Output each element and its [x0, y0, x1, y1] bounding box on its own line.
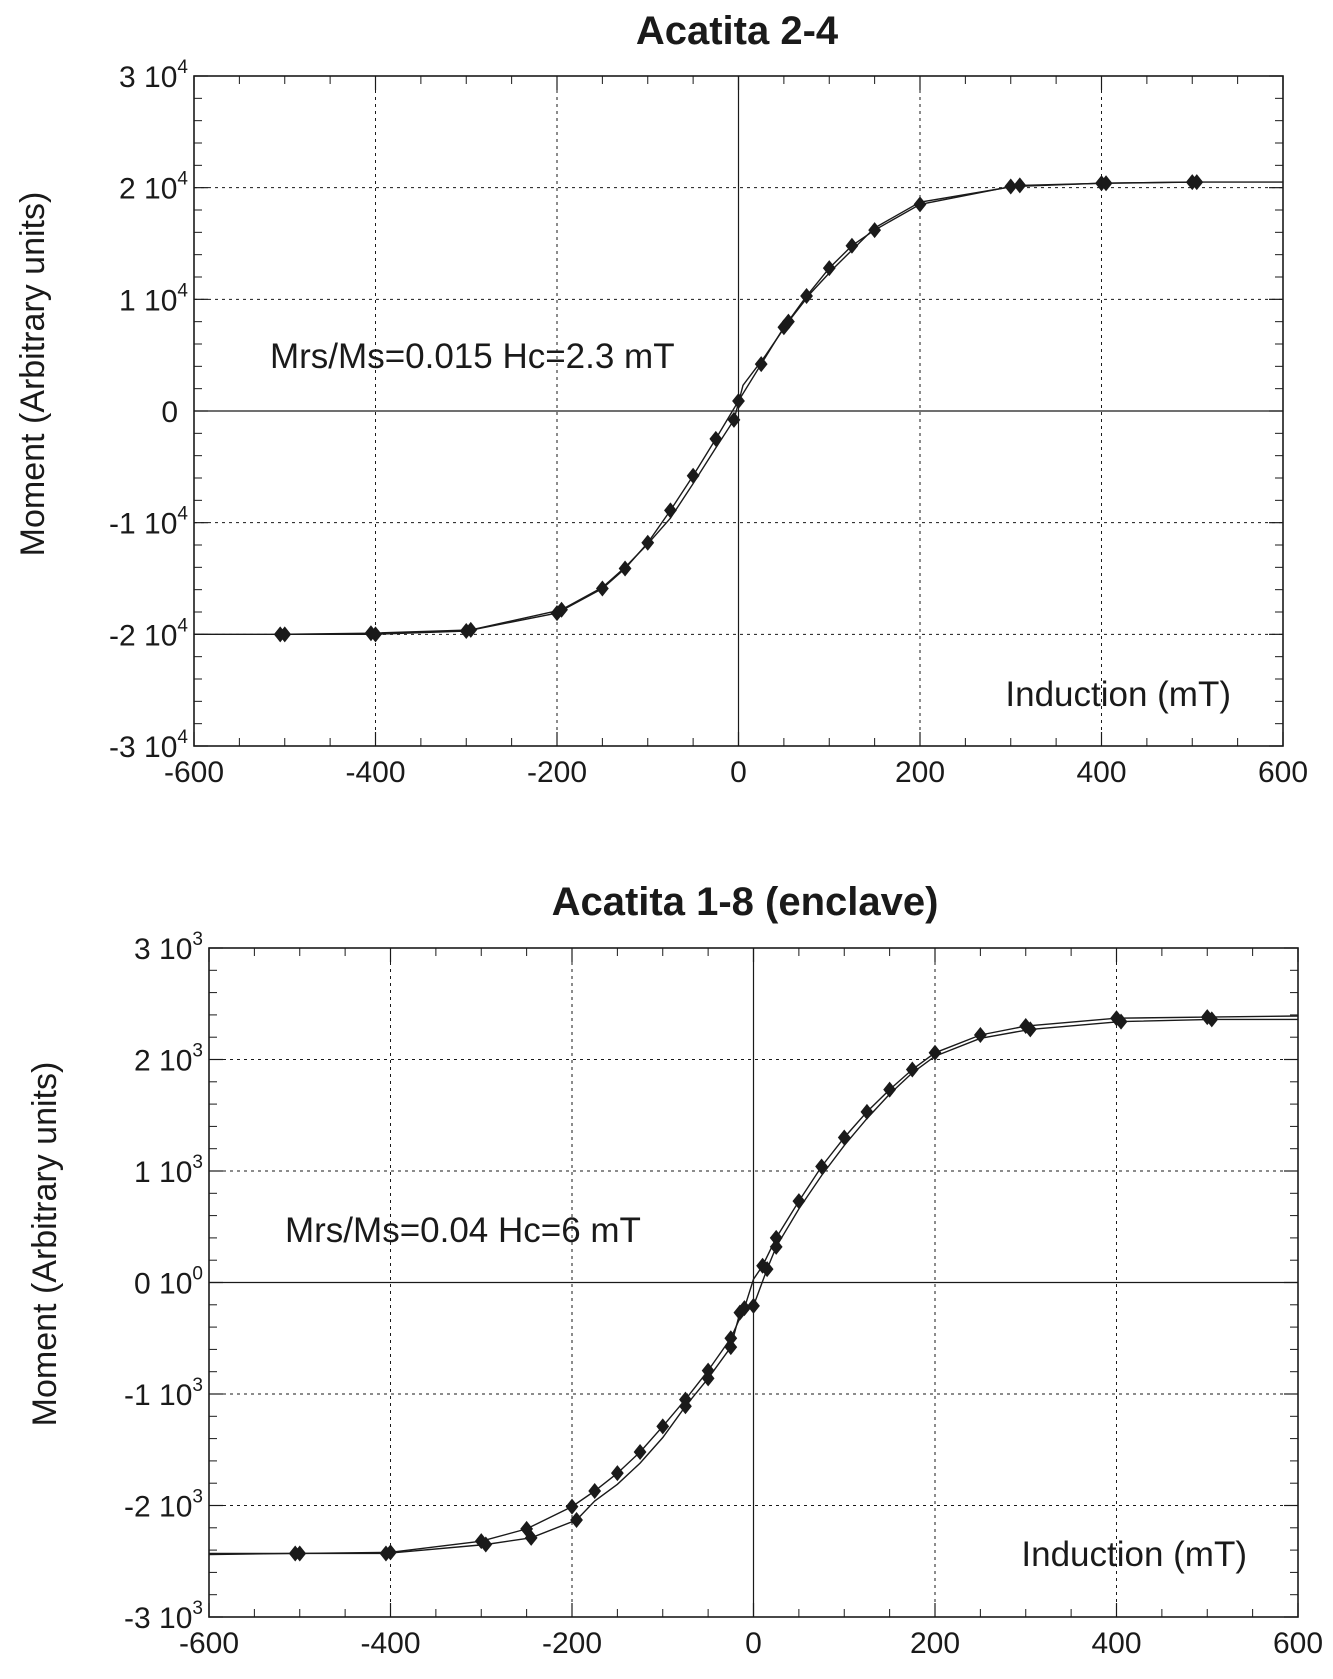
data-point-marker	[845, 237, 859, 254]
y-tick-label: 3 103	[134, 929, 203, 966]
y-axis-label: Moment (Arbitrary units)	[26, 1062, 64, 1427]
y-tick-label: 2 103	[134, 1041, 203, 1078]
y-tick-label: 2 104	[119, 169, 188, 206]
x-tick-label: -600	[179, 1627, 239, 1660]
data-point-marker	[733, 1304, 747, 1321]
data-point-marker	[709, 430, 723, 447]
y-tick-label: 0 100	[134, 1264, 203, 1301]
chart-title: Acatita 1-8 (enclave)	[552, 880, 939, 924]
data-point-marker	[288, 1545, 302, 1562]
data-point-marker	[1114, 1013, 1128, 1030]
data-point-marker	[555, 601, 568, 618]
hysteresis-parameters-annotation: Mrs/Ms=0.015 Hc=2.3 mT	[270, 337, 675, 376]
x-tick-label: 400	[1076, 756, 1126, 789]
data-point-marker	[679, 1398, 692, 1415]
x-tick-label: 200	[910, 1627, 960, 1660]
y-tick-label: -3 103	[124, 1598, 203, 1635]
x-tick-label: 200	[895, 756, 945, 789]
data-point-marker	[1023, 1021, 1037, 1038]
x-axis-label: Induction (mT)	[1021, 1535, 1247, 1574]
hysteresis-parameters-annotation: Mrs/Ms=0.04 Hc=6 mT	[285, 1211, 641, 1250]
y-tick-label: -2 103	[124, 1487, 203, 1524]
data-point-marker	[664, 502, 677, 519]
x-tick-label: 0	[730, 756, 747, 789]
data-point-marker	[565, 1498, 579, 1515]
x-tick-label: 600	[1273, 1627, 1323, 1660]
grid	[209, 948, 1298, 1617]
x-axis-label: Induction (mT)	[1005, 675, 1231, 714]
series-line	[194, 181, 1283, 635]
chart-title: Acatita 2-4	[636, 9, 839, 53]
data-point-marker	[822, 260, 836, 277]
x-tick-label: 0	[745, 1627, 762, 1660]
data-point-marker	[701, 1370, 715, 1387]
x-tick-label: -400	[360, 1627, 420, 1660]
y-tick-label: 1 104	[119, 280, 188, 317]
data-point-marker	[747, 1297, 760, 1314]
data-point-marker	[570, 1511, 583, 1528]
y-tick-label: 3 104	[119, 57, 188, 94]
data-point-marker	[1099, 175, 1113, 192]
y-tick-label: 0	[161, 396, 178, 429]
series-ascending-branch	[208, 1011, 1298, 1562]
data-point-marker	[913, 196, 927, 213]
acatita-1-8-enclave-chart: Acatita 1-8 (enclave) Moment (Arbitrary …	[26, 880, 1323, 1660]
data-point-marker	[588, 1483, 602, 1500]
data-point-marker	[1013, 177, 1027, 194]
series-line	[209, 1015, 1299, 1555]
data-point-marker	[769, 1238, 783, 1255]
data-point-marker	[474, 1533, 488, 1550]
data-point-marker	[479, 1536, 493, 1553]
data-point-marker	[760, 1261, 774, 1278]
data-point-marker	[273, 626, 287, 643]
data-point-marker	[1205, 1011, 1219, 1028]
data-point-marker	[1190, 174, 1204, 191]
series-ascending-branch	[194, 174, 1283, 643]
y-tick-label: -3 104	[109, 727, 188, 764]
x-tick-label: 400	[1091, 1627, 1141, 1660]
x-tick-label: -200	[527, 756, 587, 789]
data-point-marker	[379, 1545, 393, 1562]
data-point-marker	[905, 1061, 919, 1078]
data-point-marker	[364, 625, 378, 642]
data-point-marker	[633, 1443, 647, 1460]
data-point-marker	[754, 356, 768, 373]
x-tick-label: 600	[1258, 756, 1308, 789]
x-tick-label: -200	[542, 1627, 602, 1660]
x-tick-label: -400	[345, 756, 405, 789]
acatita-2-4-chart: Acatita 2-4 Moment (Arbitrary units) Mrs…	[14, 9, 1308, 789]
data-point-marker	[782, 313, 795, 330]
x-tick-label: -600	[164, 756, 224, 789]
data-point-marker	[464, 621, 478, 638]
data-point-marker	[727, 411, 741, 428]
data-point-marker	[656, 1418, 670, 1435]
axes: -600 -400 -200 0 200 400 600 3 104 2 104 1 104 0 -1…	[109, 57, 1308, 789]
y-tick-label: -1 104	[109, 504, 188, 541]
data-point-marker	[883, 1081, 897, 1098]
axes: -600 -400 -200 0 200 400 600 3 103 2 103 1 103 0 1…	[124, 929, 1323, 1660]
plot-frame	[193, 75, 1284, 747]
grid	[194, 76, 1283, 746]
y-tick-label: 1 103	[134, 1152, 203, 1189]
data-point-marker	[928, 1044, 942, 1061]
data-point-marker	[800, 287, 813, 304]
y-axis-label: Moment (Arbitrary units)	[14, 192, 52, 557]
data-point-marker	[724, 1339, 738, 1356]
y-tick-label: -2 104	[109, 615, 188, 652]
y-tick-label: -1 103	[124, 1375, 203, 1412]
plot-frame	[208, 947, 1299, 1618]
data-point-marker	[524, 1529, 538, 1546]
data-point-marker	[610, 1465, 624, 1482]
data-point-marker	[868, 222, 882, 239]
